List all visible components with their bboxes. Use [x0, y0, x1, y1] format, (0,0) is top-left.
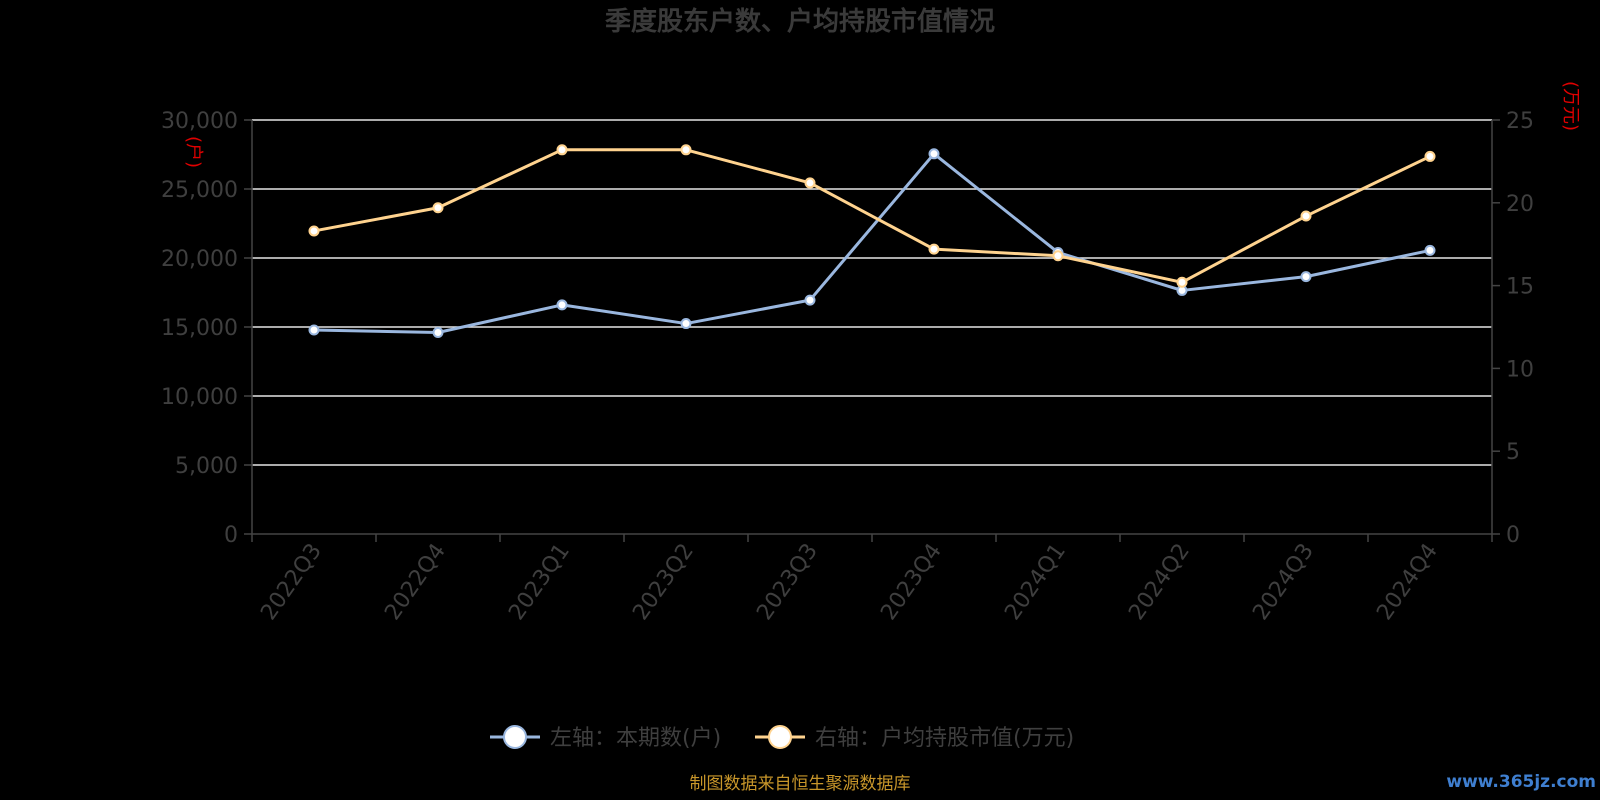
legend-label: 左轴：本期数(户) — [550, 726, 721, 751]
legend-marker — [503, 725, 527, 749]
data-point — [1300, 271, 1312, 283]
right-axis-tick-label: 15 — [1506, 275, 1534, 300]
left-axis-tick-label: 10,000 — [161, 385, 238, 410]
x-axis-tick-label: 2023Q2 — [628, 539, 699, 625]
data-point — [556, 299, 568, 311]
left-axis-tick-label: 25,000 — [161, 178, 238, 203]
right-axis-tick-label: 10 — [1506, 357, 1534, 382]
data-point — [1424, 244, 1436, 256]
data-point — [804, 177, 816, 189]
right-axis-tick-label: 0 — [1506, 523, 1520, 548]
series-line — [313, 148, 1431, 284]
x-axis-tick-label: 2023Q1 — [504, 539, 575, 625]
left-axis-tick-label: 20,000 — [161, 247, 238, 272]
watermark: www.365jz.com — [1446, 772, 1596, 792]
data-point — [1052, 250, 1064, 262]
data-point — [1176, 276, 1188, 288]
series-line — [313, 152, 1431, 335]
left-axis-unit: (户) — [183, 136, 204, 168]
data-point — [432, 202, 444, 214]
data-point — [1424, 150, 1436, 162]
x-axis-tick-label: 2024Q3 — [1248, 539, 1319, 625]
x-axis-tick-label: 2024Q1 — [1000, 539, 1071, 625]
x-axis-tick-label: 2024Q2 — [1124, 539, 1195, 625]
legend-marker — [768, 725, 792, 749]
data-point — [556, 144, 568, 156]
data-point — [928, 243, 940, 255]
gridlines — [252, 119, 1492, 466]
data-point — [680, 318, 692, 330]
x-axis-tick-label: 2023Q3 — [752, 539, 823, 625]
data-point — [804, 294, 816, 306]
data-point — [432, 327, 444, 339]
right-axis-tick-label: 25 — [1506, 109, 1534, 134]
data-point — [1300, 210, 1312, 222]
x-axis-tick-label: 2024Q4 — [1372, 539, 1443, 625]
right-axis-tick-label: 5 — [1506, 440, 1520, 465]
x-axis-tick-label: 2023Q4 — [876, 539, 947, 625]
x-axis-tick-label: 2022Q4 — [380, 539, 451, 625]
data-point — [928, 148, 940, 160]
chart-title: 季度股东户数、户均持股市值情况 — [605, 6, 995, 37]
left-axis-tick-label: 5,000 — [175, 454, 238, 479]
right-axis-unit: (万元) — [1560, 81, 1581, 131]
series-layer — [308, 144, 1436, 339]
axes: 0 5,000 10,000 15,000 20,000 25,000 30,000 0 5 10… — [161, 109, 1534, 625]
right-axis-tick-label: 20 — [1506, 192, 1534, 217]
data-point — [308, 225, 320, 237]
data-point — [308, 324, 320, 336]
x-axis-tick-label: 2022Q3 — [256, 539, 327, 625]
left-axis-tick-label: 30,000 — [161, 109, 238, 134]
data-source-note: 制图数据来自恒生聚源数据库 — [690, 774, 911, 794]
left-axis-tick-label: 15,000 — [161, 316, 238, 341]
legend-label: 右轴：户均持股市值(万元) — [815, 726, 1074, 751]
legend[interactable]: 左轴：本期数(户) 右轴：户均持股市值(万元) — [490, 725, 1074, 751]
data-point — [680, 144, 692, 156]
left-axis-tick-label: 0 — [224, 523, 238, 548]
